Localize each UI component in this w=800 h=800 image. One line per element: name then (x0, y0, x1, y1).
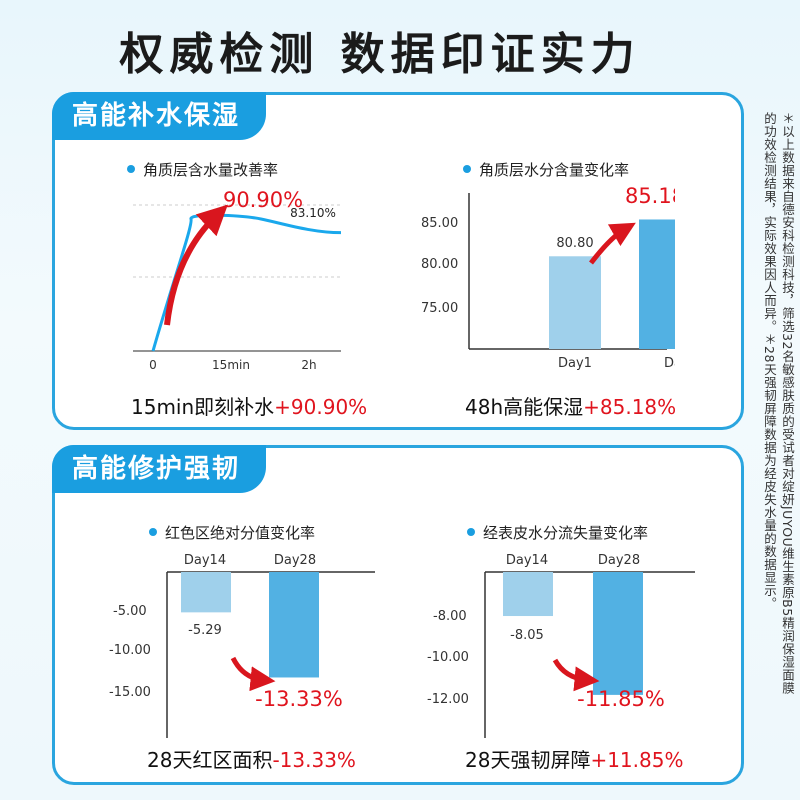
y-tick-2: -15.00 (109, 685, 151, 700)
footer-text: 48h高能保湿 (465, 395, 584, 419)
x-tick-day28: Day28 (274, 553, 316, 568)
footer-text: 15min即刻补水 (131, 395, 275, 419)
chart-4-bar: Day14 Day28 -8.00 -10.00 -12.00 -8.05 -1… (427, 553, 695, 738)
chart-2-bar: 85.00 80.00 75.00 80.80 85.18% Day1 Day2 (421, 184, 675, 371)
y-tick-0: 85.00 (421, 216, 458, 231)
section-repair-tab: 高能修护强韧 (52, 445, 267, 493)
bar-day1 (549, 256, 601, 349)
y-tick-0: -5.00 (113, 604, 147, 619)
chart-1-title-text: 角质层含水量改善率 (143, 161, 279, 179)
x-tick-day28: Day28 (598, 553, 640, 568)
x-tick-day14: Day14 (184, 553, 226, 568)
bar-day2 (639, 219, 675, 349)
bullet-dot-icon (149, 527, 157, 536)
chart-4-title: 经表皮水分流失量变化率 (467, 522, 648, 543)
chart-2-title: 角质层水分含量变化率 (463, 159, 629, 180)
chart-3-title: 红色区绝对分值变化率 (149, 522, 315, 543)
section-hydration-panel: 高能补水保湿 角质层含水量改善率 90.90% 83.10% 0 15min 2… (52, 92, 744, 430)
side-note-line-1: ＊以上数据来自德安科检测科技，筛选32名敏感肤质的受试者对绽妍JUYOU维生素原… (780, 112, 795, 695)
y-tick-2: 75.00 (421, 301, 458, 316)
y-tick-2: -12.00 (427, 692, 469, 707)
y-tick-1: 80.00 (421, 257, 458, 272)
footer-value: +11.85% (590, 748, 684, 772)
side-note-line-2: 的功效检测结果，实际效果因人而异。＊28天强韧屏障数据为经皮失水量的数据显示。 (762, 112, 777, 610)
x-tick-day2: Day2 (664, 356, 675, 371)
page-title: 权威检测 数据印证实力 (119, 29, 641, 80)
section-hydration-tab: 高能补水保湿 (52, 92, 267, 140)
y-tick-1: -10.00 (109, 643, 151, 658)
chart-2-title-text: 角质层水分含量变化率 (479, 161, 630, 179)
chart-3-bar: Day14 Day28 -5.00 -10.00 -15.00 -5.29 -1… (109, 553, 375, 738)
chart-3-title-text: 红色区绝对分值变化率 (165, 524, 316, 542)
data-label-peak: 90.90% (223, 188, 303, 212)
data-label-end: 83.10% (290, 206, 336, 220)
bullet-dot-icon (127, 164, 135, 173)
footer-value: -13.33% (272, 748, 356, 772)
chart-1-line: 90.90% 83.10% 0 15min 2h (133, 188, 342, 372)
x-tick-day14: Day14 (506, 553, 548, 568)
data-label-day28: -11.85% (577, 687, 665, 711)
trend-arrow (589, 222, 636, 265)
trend-arrow (164, 204, 228, 326)
footer-text: 28天强韧屏障 (465, 748, 591, 772)
trend-arrow (552, 658, 600, 692)
bar-day14 (181, 572, 231, 613)
bullet-dot-icon (467, 527, 475, 536)
data-label-day14: -5.29 (188, 623, 222, 638)
x-tick-1: 15min (212, 358, 250, 372)
y-tick-1: -10.00 (427, 650, 469, 665)
footer-text: 28天红区面积 (147, 748, 273, 772)
chart-3-footer: 28天红区面积-13.33% (147, 744, 356, 773)
footer-value: +85.18% (583, 395, 677, 419)
bar-day14 (503, 572, 553, 617)
bar-day28 (269, 572, 319, 678)
data-label-day2: 85.18% (625, 184, 675, 208)
chart-4-title-text: 经表皮水分流失量变化率 (483, 524, 649, 542)
trend-arrow (230, 656, 276, 692)
footer-value: +90.90% (274, 395, 368, 419)
series-line (151, 213, 342, 352)
chart-1-title: 角质层含水量改善率 (127, 159, 278, 180)
chart-2-footer: 48h高能保湿+85.18% (465, 391, 676, 420)
x-tick-day1: Day1 (558, 356, 592, 371)
data-label-day1: 80.80 (556, 236, 593, 251)
x-tick-2: 2h (301, 358, 316, 372)
data-label-day28: -13.33% (255, 687, 343, 711)
side-disclaimer: ＊以上数据来自德安科检测科技，筛选32名敏感肤质的受试者对绽妍JUYOU维生素原… (748, 112, 798, 752)
bullet-dot-icon (463, 164, 471, 173)
section-repair-panel: 高能修护强韧 红色区绝对分值变化率 Day14 Day28 -5.00 -10.… (52, 445, 744, 785)
x-tick-0: 0 (149, 358, 157, 372)
y-tick-0: -8.00 (433, 609, 467, 624)
chart-1-footer: 15min即刻补水+90.90% (131, 391, 367, 420)
data-label-day14: -8.05 (510, 628, 544, 643)
chart-4-footer: 28天强韧屏障+11.85% (465, 744, 683, 773)
bar-day28 (593, 572, 643, 695)
